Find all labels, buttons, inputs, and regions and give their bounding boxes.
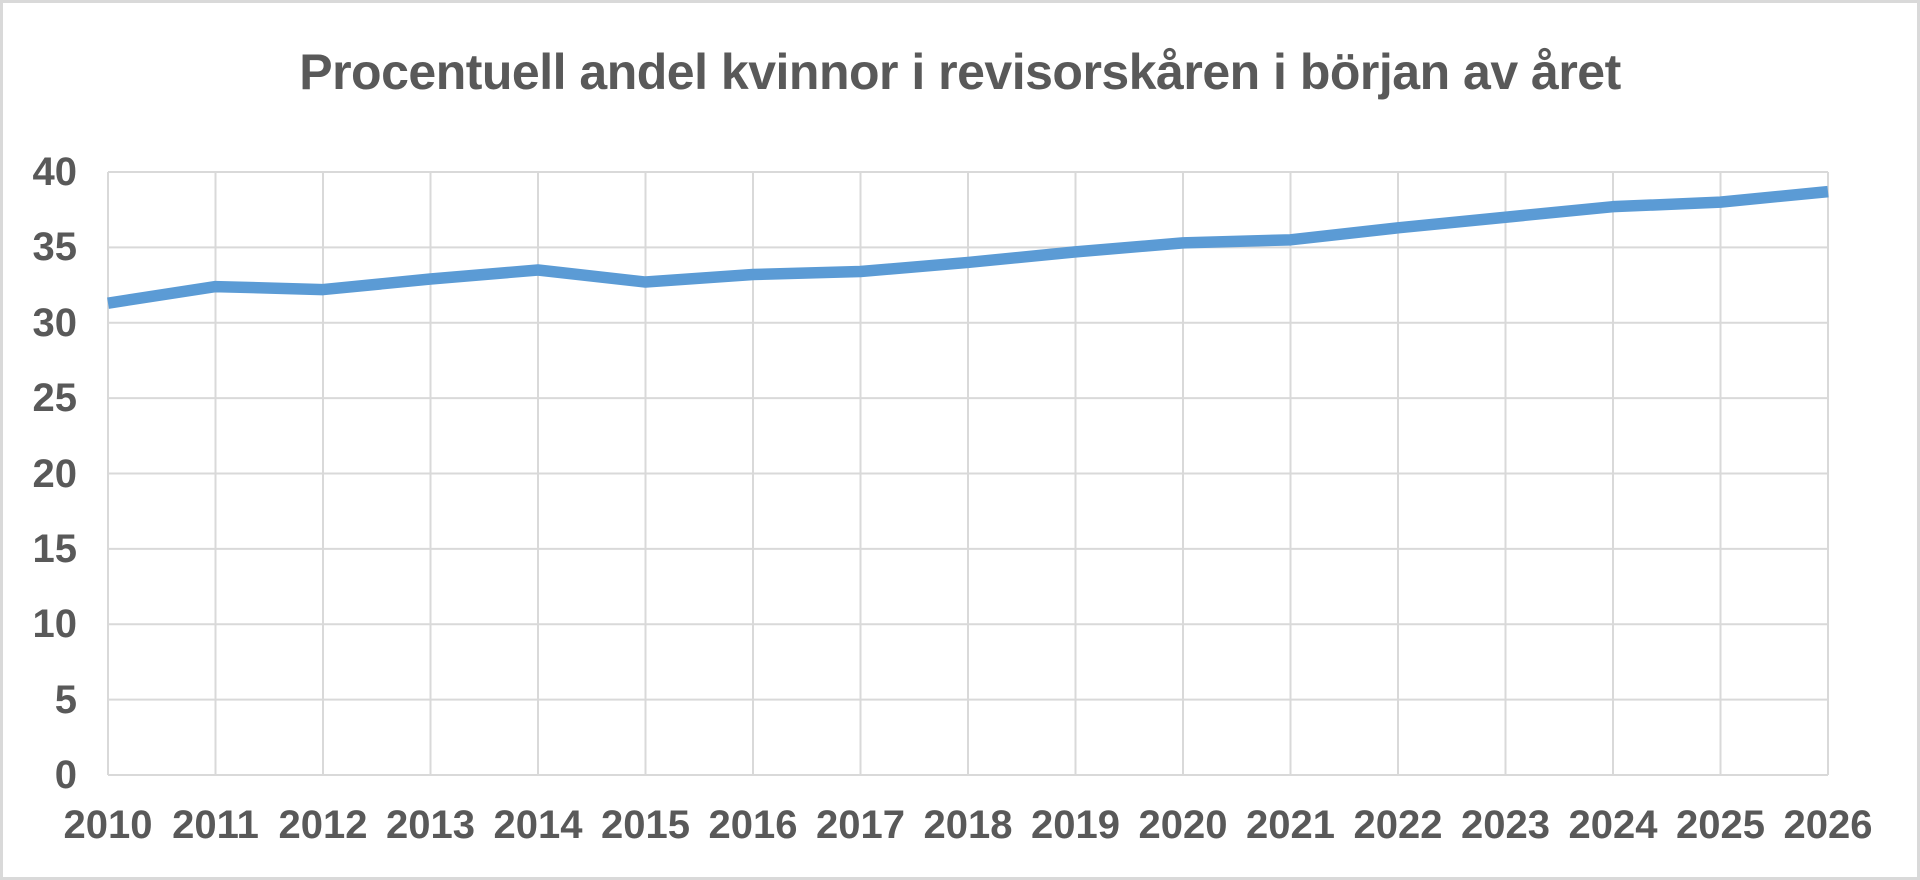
x-tick-label-2021: 2021 [1246, 803, 1335, 847]
x-tick-label-2016: 2016 [708, 803, 798, 847]
x-tick-label-2018: 2018 [923, 803, 1013, 847]
y-tick-label-30: 30 [32, 300, 78, 345]
x-tick-label-2022: 2022 [1353, 803, 1443, 847]
x-tick-label-2025: 2025 [1676, 803, 1765, 847]
y-tick-label-0: 0 [54, 753, 77, 797]
y-tick-label-15: 15 [32, 526, 78, 571]
y-tick-label-40: 40 [32, 150, 78, 194]
data-line-series-0 [107, 185, 1829, 309]
x-tick-label-2019: 2019 [1031, 803, 1120, 847]
x-tick-label-2020: 2020 [1138, 803, 1228, 847]
x-tick-label-2015: 2015 [601, 803, 690, 847]
x-tick-label-2023: 2023 [1461, 803, 1550, 847]
y-tick-label-5: 5 [54, 677, 77, 722]
y-tick-label-20: 20 [32, 451, 78, 496]
x-tick-label-2026: 2026 [1783, 803, 1873, 847]
x-tick-label-2014: 2014 [493, 803, 583, 847]
x-tick-label-2011: 2011 [172, 803, 259, 847]
x-tick-label-2012: 2012 [278, 803, 368, 847]
y-tick-label-25: 25 [32, 376, 78, 421]
x-tick-label-2010: 2010 [63, 803, 153, 847]
x-tick-label-2017: 2017 [816, 803, 905, 847]
x-tick-label-2013: 2013 [386, 803, 475, 847]
plot-area [107, 171, 1829, 776]
x-tick-label-2024: 2024 [1568, 803, 1658, 847]
y-tick-label-35: 35 [32, 225, 78, 270]
chart-title: Procentuell andel kvinnor i revisorskåre… [299, 44, 1621, 100]
y-tick-label-10: 10 [32, 602, 78, 647]
